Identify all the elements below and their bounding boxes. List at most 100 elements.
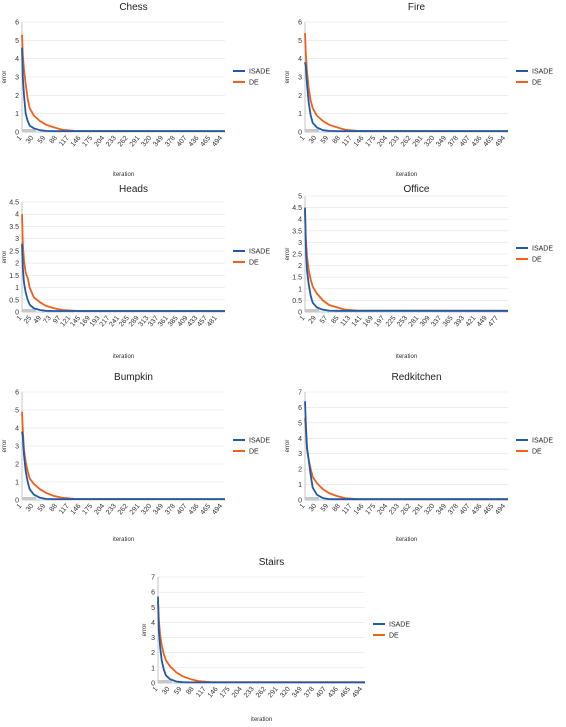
legend-label: DE: [532, 257, 542, 264]
y-axis-label: error: [2, 440, 8, 453]
y-tick-label: 2: [15, 462, 19, 469]
chart-heads: Heads 0 0.5 1 1.5 2 2.5 3 3.5 4 4.5 1 25 49 73 97 121 145…: [0, 182, 283, 362]
y-tick-label: 3: [15, 236, 19, 243]
series-line-isade: [304, 62, 508, 133]
x-tick-label: 233: [105, 503, 118, 517]
y-tick-label: 0: [151, 681, 155, 688]
x-tick-label: 25: [23, 315, 33, 326]
chart-title: Fire: [408, 2, 426, 13]
x-tick-label: 291: [412, 135, 425, 149]
x-tick-label: 393: [453, 315, 466, 329]
chart-bumpkin: Bumpkin 0 1 2 3 4 5 6 1 30 59 88 117 146 175 204 233 262 2…: [0, 370, 283, 545]
y-tick-label: 5: [298, 194, 302, 201]
chart-title: Chess: [119, 2, 147, 13]
y-tick-label: 1.5: [292, 275, 302, 282]
y-tick-label: 2.5: [292, 252, 302, 259]
y-tick-label: 2: [298, 263, 302, 270]
x-tick-label: 421: [465, 315, 478, 329]
x-tick-label: 436: [471, 503, 484, 517]
x-axis-label: iteration: [113, 354, 134, 360]
series-line-de: [157, 601, 366, 684]
legend-label: ISADE: [532, 438, 553, 445]
x-tick-label: 291: [129, 135, 142, 149]
x-tick-label: 407: [459, 135, 472, 149]
x-tick-label: 465: [199, 503, 212, 517]
y-tick-label: 5: [15, 408, 19, 415]
x-tick-label: 88: [49, 135, 59, 146]
x-tick-label: 378: [303, 686, 316, 700]
y-tick-label: 4: [15, 212, 19, 219]
y-tick-label: 4: [15, 56, 19, 63]
x-tick-label: 117: [195, 686, 208, 699]
x-tick-label: 169: [362, 315, 375, 329]
y-tick-label: 3: [151, 635, 155, 642]
legend-label: ISADE: [389, 622, 410, 629]
x-tick-label: 262: [400, 503, 413, 517]
y-tick-label: 3: [298, 451, 302, 458]
x-tick-label: 378: [164, 135, 177, 149]
x-tick-label: 481: [206, 315, 219, 329]
x-tick-label: 1: [16, 503, 24, 511]
x-tick-label: 320: [279, 686, 292, 700]
y-tick-label: 7: [298, 390, 302, 397]
x-tick-label: 88: [49, 503, 59, 514]
y-tick-label: 0.5: [9, 297, 19, 304]
x-tick-label: 1: [16, 315, 24, 323]
series-line-de: [304, 209, 509, 312]
y-tick-label: 1: [298, 482, 302, 489]
x-tick-label: 204: [93, 503, 106, 517]
series-line-isade: [157, 596, 365, 684]
floor-band: [22, 309, 36, 312]
chart-title: Stairs: [259, 557, 285, 568]
legend-label: ISADE: [532, 246, 553, 253]
y-axis-label: error: [2, 251, 8, 264]
x-tick-label: 146: [70, 135, 83, 149]
floor-band: [22, 497, 36, 500]
chart-title: Heads: [119, 184, 148, 195]
x-tick-label: 113: [340, 315, 353, 328]
series-line-de: [21, 214, 226, 312]
y-tick-label: 3: [298, 75, 302, 82]
chart-stairs: Stairs 0 1 2 3 4 5 6 7 1 30 59 88 117 146 175 204 233 262 2…: [140, 555, 423, 725]
y-axis-label: error: [142, 624, 148, 637]
x-tick-label: 291: [412, 503, 425, 517]
chart-fire: Fire 0 1 2 3 4 5 6 1 30 59 88 117 146 175 204 233 262 291 3…: [283, 0, 566, 180]
x-tick-label: 436: [471, 135, 484, 149]
y-tick-label: 3: [15, 444, 19, 451]
x-tick-label: 436: [188, 135, 201, 149]
x-tick-label: 253: [396, 315, 409, 329]
x-axis-label: iteration: [113, 537, 134, 543]
x-tick-label: 291: [129, 503, 142, 517]
y-tick-label: 0: [298, 130, 302, 137]
y-tick-label: 1: [15, 285, 19, 292]
y-tick-label: 1: [151, 665, 155, 672]
chart-redkitchen: Redkitchen 0 1 2 3 4 5 6 7 1 30 59 88 117 146 175 204 233…: [283, 370, 566, 545]
x-tick-label: 320: [140, 135, 153, 149]
y-tick-label: 0: [15, 130, 19, 137]
y-tick-label: 3.5: [9, 224, 19, 231]
x-tick-label: 146: [353, 135, 366, 149]
y-tick-label: 4: [298, 217, 302, 224]
legend-label: DE: [249, 260, 259, 267]
x-tick-label: 465: [482, 503, 495, 517]
x-tick-label: 225: [385, 315, 398, 329]
x-axis-label: iteration: [396, 172, 417, 178]
x-tick-label: 59: [320, 135, 330, 146]
x-tick-label: 233: [105, 135, 118, 149]
y-tick-label: 4.5: [9, 200, 19, 207]
y-axis-label: error: [285, 440, 291, 453]
y-tick-label: 2: [15, 261, 19, 268]
y-tick-label: 1.5: [9, 273, 19, 280]
y-axis-label: error: [2, 71, 8, 84]
x-tick-label: 30: [161, 686, 171, 697]
x-tick-label: 281: [408, 315, 421, 329]
x-axis-label: iteration: [251, 717, 272, 723]
y-tick-label: 7: [151, 575, 155, 582]
x-tick-label: 233: [388, 135, 401, 149]
chart-office: Office 0 0.5 1 1.5 2 2.5 3 3.5 4 4.5 5 1 29 57 85 113 141…: [283, 182, 566, 362]
x-tick-label: 175: [364, 503, 377, 517]
x-tick-label: 262: [255, 686, 268, 700]
